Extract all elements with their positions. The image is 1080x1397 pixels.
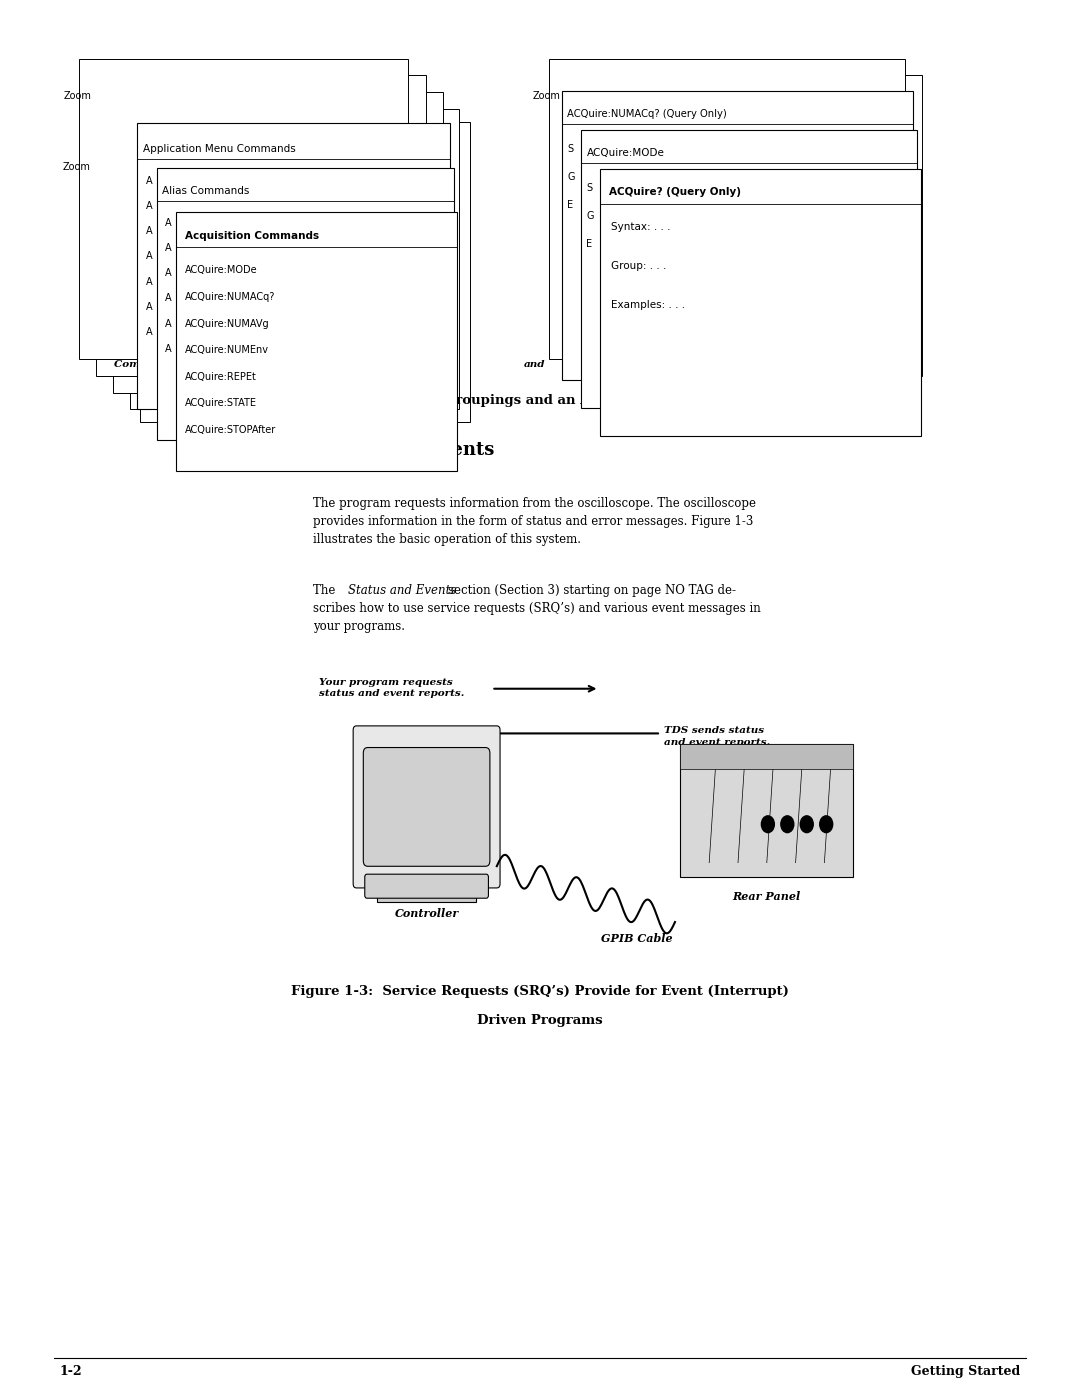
Bar [96, 75, 426, 376]
Text: Group: . . .: Group: . . . [611, 261, 666, 271]
Text: A: A [165, 218, 172, 228]
Text: Figure 1-2:  Functional Groupings and an Alphabetical List of Commands: Figure 1-2: Functional Groupings and an … [269, 394, 811, 408]
Text: ACQuire:MODe: ACQuire:MODe [586, 148, 664, 158]
Text: Driven Programs: Driven Programs [477, 1014, 603, 1027]
Text: Figure 1-3:  Service Requests (SRQ’s) Provide for Event (Interrupt): Figure 1-3: Service Requests (SRQ’s) Pro… [292, 985, 788, 997]
Circle shape [820, 816, 833, 833]
Circle shape [800, 816, 813, 833]
Text: A: A [146, 251, 152, 261]
Text: A: A [165, 293, 172, 303]
Text: The: The [313, 584, 339, 597]
Bar [680, 743, 853, 877]
Text: A: A [165, 243, 172, 253]
Text: ACQuire:NUMACq? (Query Only): ACQuire:NUMACq? (Query Only) [567, 109, 727, 119]
Text: ACQuire:MODe: ACQuire:MODe [185, 265, 257, 275]
FancyBboxPatch shape [353, 726, 500, 888]
Text: Examples: . . .: Examples: . . . [611, 300, 686, 310]
Circle shape [761, 816, 774, 833]
Text: G: G [567, 172, 575, 182]
Circle shape [781, 816, 794, 833]
Text: Status and Events: Status and Events [313, 441, 495, 460]
Bar [600, 169, 921, 436]
Bar [176, 212, 457, 471]
Text: Rear Panel: Rear Panel [732, 891, 801, 902]
Text: Status and Events: Status and Events [348, 584, 456, 597]
Text: section (Section 3) starting on page NO TAG de-
scribes how to use service reque: section (Section 3) starting on page NO … [313, 584, 761, 633]
Text: E: E [586, 239, 593, 249]
Text: Commands Listed Alphabetically: Commands Listed Alphabetically [683, 360, 873, 369]
Text: A: A [146, 327, 152, 337]
Text: G: G [586, 211, 594, 221]
Bar [562, 91, 913, 380]
Text: The program requests information from the oscilloscope. The oscilloscope
provide: The program requests information from th… [313, 497, 756, 546]
Text: ACQuire:NUMEnv: ACQuire:NUMEnv [185, 345, 269, 355]
Text: 1-2: 1-2 [59, 1365, 82, 1379]
Text: TDS sends status
and event reports.: TDS sends status and event reports. [664, 726, 770, 746]
Bar [137, 123, 450, 409]
Bar [157, 168, 454, 440]
Text: A: A [165, 319, 172, 328]
Text: ACQuire:STOPAfter: ACQuire:STOPAfter [185, 425, 275, 434]
Bar [549, 59, 905, 359]
Bar [581, 130, 917, 408]
Text: Application Menu Commands: Application Menu Commands [143, 144, 295, 154]
Text: Syntax: . . .: Syntax: . . . [611, 222, 671, 232]
Text: Controller: Controller [394, 908, 459, 919]
Text: GPIB Cable: GPIB Cable [602, 933, 673, 944]
FancyBboxPatch shape [363, 747, 490, 866]
Bar [130, 109, 459, 409]
Text: S: S [567, 144, 573, 154]
Text: and: and [524, 360, 545, 369]
Bar [566, 75, 922, 376]
Text: E: E [567, 200, 573, 210]
Bar [79, 59, 408, 359]
Bar [140, 122, 470, 422]
Bar [680, 743, 853, 770]
Text: ACQuire:STATE: ACQuire:STATE [185, 398, 257, 408]
FancyBboxPatch shape [365, 875, 488, 898]
Text: Alias Commands: Alias Commands [162, 186, 249, 196]
Text: Acquisition Commands: Acquisition Commands [185, 231, 319, 240]
Text: A: A [146, 277, 152, 286]
Text: Getting Started: Getting Started [912, 1365, 1021, 1379]
Bar [378, 890, 475, 902]
Bar [113, 92, 443, 393]
Text: ACQuire? (Query Only): ACQuire? (Query Only) [609, 187, 741, 197]
Text: A: A [146, 302, 152, 312]
Text: Zoom: Zoom [64, 91, 92, 101]
Text: A: A [146, 176, 152, 186]
Text: A: A [146, 201, 152, 211]
Text: A: A [146, 226, 152, 236]
Text: Zoom: Zoom [532, 91, 561, 101]
Text: Your program requests
status and event reports.: Your program requests status and event r… [319, 678, 464, 697]
Text: A: A [165, 268, 172, 278]
Text: S: S [586, 183, 593, 193]
Text: ACQuire:REPEt: ACQuire:REPEt [185, 372, 257, 381]
Text: Commands Grouped in 17 Functional Area: Commands Grouped in 17 Functional Area [113, 360, 362, 369]
Text: ACQuire:NUMAVg: ACQuire:NUMAVg [185, 319, 269, 328]
Text: ACQuire:NUMACq?: ACQuire:NUMACq? [185, 292, 275, 302]
Text: A: A [165, 344, 172, 353]
Text: Zoom: Zoom [63, 162, 91, 172]
